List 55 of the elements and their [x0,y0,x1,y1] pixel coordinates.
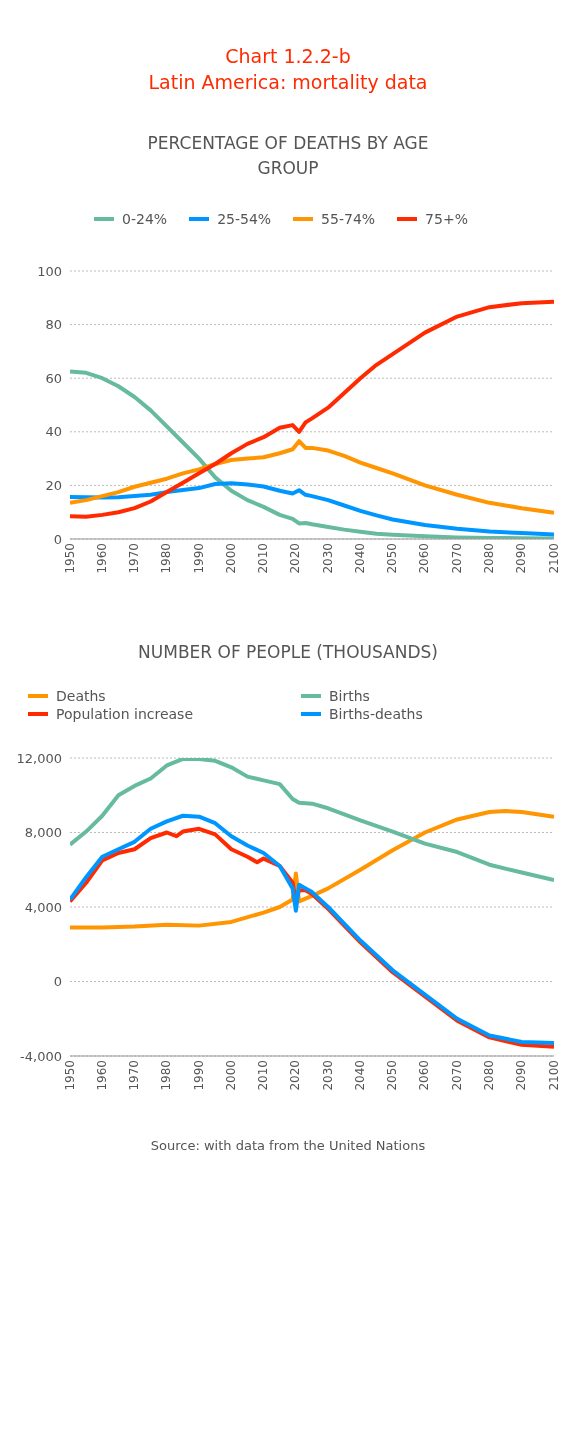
y-tick-label: 12,000 [16,750,62,766]
legend-label: Population increase [56,705,194,722]
y-tick-label: 8,000 [24,824,62,840]
x-tick-label: 2050 [385,1059,400,1091]
y-tick-label: 0 [53,531,62,547]
x-tick-label: 2080 [481,1059,496,1091]
x-tick-label: 1960 [94,542,109,574]
x-tick-label: 2020 [288,1059,303,1091]
x-tick-label: 1970 [127,542,142,574]
chart-title: NUMBER OF PEOPLE (THOUSANDS) [137,640,439,664]
x-tick-label: 2030 [320,1059,335,1091]
chart-subtitle: PERCENTAGE OF DEATHS BY AGE GROUP [146,132,430,180]
legend-label: 0-24% [122,210,168,227]
x-tick-label: 1990 [191,542,206,574]
y-tick-label: 4,000 [24,899,62,915]
x-tick-label: 1990 [191,1059,206,1091]
x-tick-label: 2020 [288,542,303,574]
x-tick-label: 2000 [223,542,238,574]
legend-label: 55-74% [321,210,376,227]
x-tick-label: 1980 [159,542,174,574]
legend-label: 25-54% [217,210,272,227]
x-tick-label: 2100 [546,542,561,574]
x-tick-label: 2040 [352,542,367,574]
y-tick-label: 80 [45,316,62,332]
y-tick-label: 60 [45,370,62,386]
x-tick-label: 2090 [514,1059,529,1091]
legend-label: Deaths [56,687,106,704]
y-tick-label: 100 [37,263,62,279]
x-tick-label: 2080 [481,542,496,574]
x-tick-label: 2010 [256,1059,271,1091]
chart-title: Chart 1.2.2-b Latin America: mortality data [147,44,429,95]
x-tick-label: 2050 [385,542,400,574]
y-tick-label: 40 [45,423,62,439]
x-tick-label: 2060 [417,542,432,574]
y-tick-label: 0 [53,973,62,989]
legend-label: 75+% [425,210,468,227]
x-tick-label: 2070 [449,1059,464,1091]
source-note: Source: with data from the United Nations [149,1137,427,1153]
x-tick-label: 1980 [159,1059,174,1091]
y-tick-label: 20 [45,477,62,493]
x-tick-label: 2060 [417,1059,432,1091]
x-tick-label: 2090 [514,542,529,574]
x-tick-label: 1950 [62,542,77,574]
legend-label: Births [329,687,370,704]
x-tick-label: 1960 [94,1059,109,1091]
y-tick-label: -4,000 [20,1048,62,1064]
x-tick-label: 2040 [352,1059,367,1091]
x-tick-label: 2000 [223,1059,238,1091]
legend-label: Births-deaths [329,705,423,722]
x-tick-label: 2030 [320,542,335,574]
x-tick-label: 2010 [256,542,271,574]
x-tick-label: 2070 [449,542,464,574]
x-tick-label: 1950 [62,1059,77,1091]
x-tick-label: 2100 [546,1059,561,1091]
x-tick-label: 1970 [127,1059,142,1091]
